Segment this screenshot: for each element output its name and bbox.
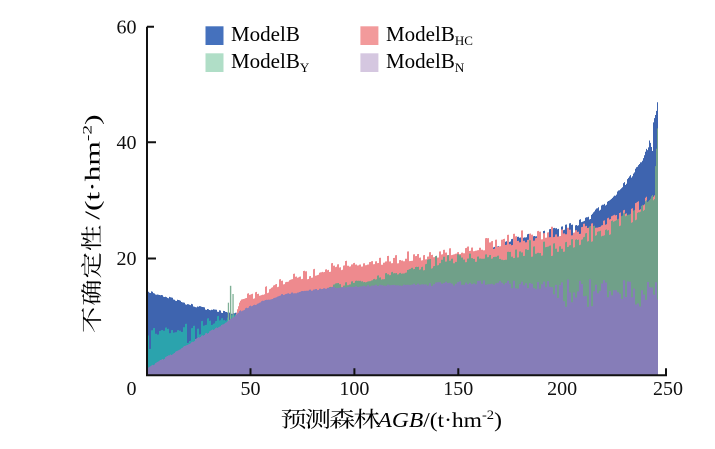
svg-text:100: 100: [339, 378, 369, 400]
svg-text:60: 60: [117, 16, 137, 38]
svg-text:ModelB: ModelB: [231, 22, 300, 46]
svg-text:ModelBN: ModelBN: [386, 49, 465, 75]
svg-text:0: 0: [127, 378, 137, 400]
svg-text:50: 50: [241, 378, 261, 400]
svg-text:ModelBY: ModelBY: [231, 49, 310, 75]
svg-text:250: 250: [653, 378, 683, 400]
svg-text:AGB/(t·hm-2): AGB/(t·hm-2): [375, 408, 502, 432]
svg-text:40: 40: [117, 132, 137, 154]
svg-text:200: 200: [547, 378, 577, 400]
svg-text:150: 150: [443, 378, 473, 400]
svg-text:20: 20: [117, 248, 137, 270]
